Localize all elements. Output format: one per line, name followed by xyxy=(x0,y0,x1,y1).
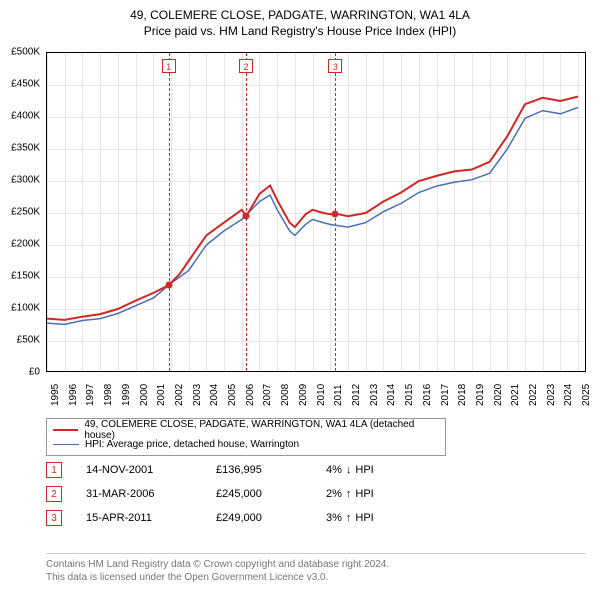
xtick-label: 2012 xyxy=(351,384,362,406)
xtick-label: 2009 xyxy=(298,384,309,406)
ytick-label: £500K xyxy=(0,47,40,58)
transaction-price: £249,000 xyxy=(216,512,326,524)
transaction-date: 14-NOV-2001 xyxy=(86,464,216,476)
arrow-icon: ↓ xyxy=(346,464,352,476)
arrow-icon: ↑ xyxy=(346,512,352,524)
transaction-hpi: 2% ↑ HPI xyxy=(326,488,374,500)
line-series xyxy=(47,53,587,373)
xtick-label: 2013 xyxy=(369,384,380,406)
ytick-label: £450K xyxy=(0,79,40,90)
transaction-date: 31-MAR-2006 xyxy=(86,488,216,500)
transaction-marker: 2 xyxy=(46,486,62,502)
xtick-label: 2005 xyxy=(227,384,238,406)
plot-area: 123 xyxy=(46,52,586,372)
transactions-list: 1 14-NOV-2001£136,9954% ↓ HPI 2 31-MAR-2006… xyxy=(46,458,586,530)
transaction-date: 15-APR-2011 xyxy=(86,512,216,524)
transaction-row: 3 15-APR-2011£249,0003% ↑ HPI xyxy=(46,506,586,530)
chart-title: 49, COLEMERE CLOSE, PADGATE, WARRINGTON,… xyxy=(0,0,600,24)
ytick-label: £300K xyxy=(0,175,40,186)
xtick-label: 2016 xyxy=(422,384,433,406)
xtick-label: 2017 xyxy=(440,384,451,406)
chart-subtitle: Price paid vs. HM Land Registry's House … xyxy=(0,24,600,42)
xtick-label: 2025 xyxy=(581,384,592,406)
ytick-label: £150K xyxy=(0,271,40,282)
transaction-price: £136,995 xyxy=(216,464,326,476)
xtick-label: 1997 xyxy=(85,384,96,406)
arrow-icon: ↑ xyxy=(346,488,352,500)
xtick-label: 2011 xyxy=(333,384,344,406)
chart-area: 123 £0£50K£100K£150K£200K£250K£300K£350K… xyxy=(46,52,586,372)
xtick-label: 2023 xyxy=(546,384,557,406)
marker-dot xyxy=(165,282,172,289)
ytick-label: £0 xyxy=(0,367,40,378)
ytick-label: £400K xyxy=(0,111,40,122)
legend-label-blue: HPI: Average price, detached house, Warr… xyxy=(85,439,299,450)
transaction-hpi: 3% ↑ HPI xyxy=(326,512,374,524)
xtick-label: 2000 xyxy=(139,384,150,406)
xtick-label: 2024 xyxy=(563,384,574,406)
series-hpi xyxy=(47,107,578,324)
xtick-label: 2021 xyxy=(510,384,521,406)
xtick-label: 2022 xyxy=(528,384,539,406)
marker-dot xyxy=(332,210,339,217)
xtick-label: 2004 xyxy=(209,384,220,406)
xtick-label: 2010 xyxy=(316,384,327,406)
xtick-label: 2014 xyxy=(386,384,397,406)
xtick-label: 2019 xyxy=(475,384,486,406)
xtick-label: 1998 xyxy=(103,384,114,406)
xtick-label: 2001 xyxy=(156,384,167,406)
legend-swatch-red xyxy=(53,429,78,431)
xtick-label: 1999 xyxy=(121,384,132,406)
xtick-label: 2015 xyxy=(404,384,415,406)
xtick-label: 2008 xyxy=(280,384,291,406)
ytick-label: £200K xyxy=(0,239,40,250)
attribution-line2: This data is licensed under the Open Gov… xyxy=(46,571,586,584)
ytick-label: £100K xyxy=(0,303,40,314)
transaction-row: 2 31-MAR-2006£245,0002% ↑ HPI xyxy=(46,482,586,506)
xtick-label: 1995 xyxy=(50,384,61,406)
chart-container: 49, COLEMERE CLOSE, PADGATE, WARRINGTON,… xyxy=(0,0,600,590)
attribution: Contains HM Land Registry data © Crown c… xyxy=(46,553,586,584)
transaction-row: 1 14-NOV-2001£136,9954% ↓ HPI xyxy=(46,458,586,482)
xtick-label: 2007 xyxy=(262,384,273,406)
ytick-label: £350K xyxy=(0,143,40,154)
xtick-label: 2006 xyxy=(245,384,256,406)
ytick-label: £250K xyxy=(0,207,40,218)
legend: 49, COLEMERE CLOSE, PADGATE, WARRINGTON,… xyxy=(46,418,446,456)
xtick-label: 2002 xyxy=(174,384,185,406)
legend-item-property: 49, COLEMERE CLOSE, PADGATE, WARRINGTON,… xyxy=(53,423,439,437)
xtick-label: 2003 xyxy=(192,384,203,406)
transaction-hpi: 4% ↓ HPI xyxy=(326,464,374,476)
attribution-line1: Contains HM Land Registry data © Crown c… xyxy=(46,558,586,571)
xtick-label: 1996 xyxy=(68,384,79,406)
transaction-marker: 1 xyxy=(46,462,62,478)
marker-dot xyxy=(243,213,250,220)
legend-swatch-blue xyxy=(53,444,79,445)
series-property xyxy=(47,97,578,320)
xtick-label: 2018 xyxy=(457,384,468,406)
transaction-price: £245,000 xyxy=(216,488,326,500)
ytick-label: £50K xyxy=(0,335,40,346)
xtick-label: 2020 xyxy=(493,384,504,406)
transaction-marker: 3 xyxy=(46,510,62,526)
